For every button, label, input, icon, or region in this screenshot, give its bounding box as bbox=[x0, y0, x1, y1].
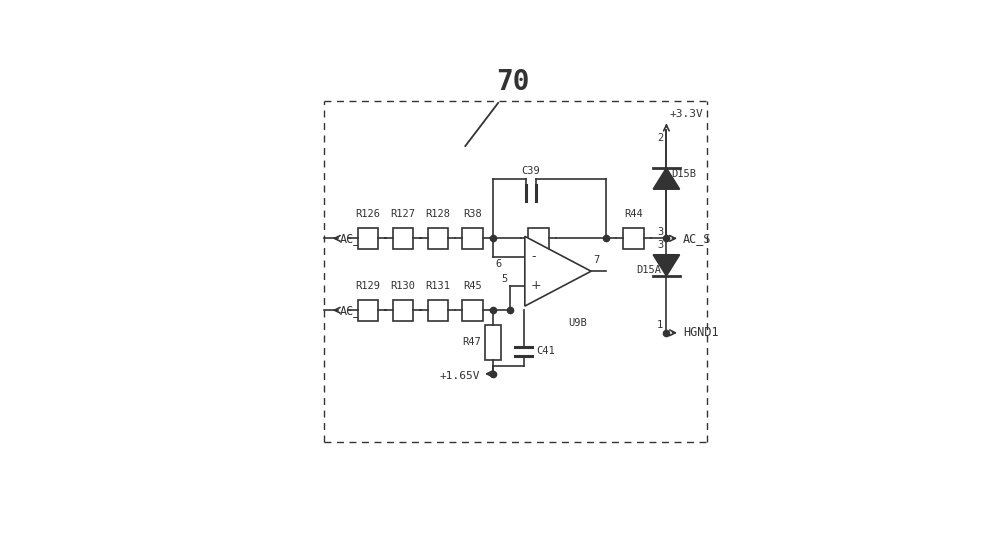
Text: R45: R45 bbox=[463, 280, 482, 290]
Text: AC_S: AC_S bbox=[683, 232, 711, 245]
Text: 3: 3 bbox=[657, 239, 663, 249]
Text: R127: R127 bbox=[390, 209, 415, 219]
Text: 5: 5 bbox=[501, 274, 508, 284]
FancyBboxPatch shape bbox=[428, 300, 448, 321]
Polygon shape bbox=[653, 168, 680, 189]
Text: 6: 6 bbox=[495, 259, 502, 269]
Text: HGND1: HGND1 bbox=[683, 326, 718, 340]
FancyBboxPatch shape bbox=[462, 228, 483, 249]
Text: R131: R131 bbox=[425, 280, 450, 290]
FancyBboxPatch shape bbox=[393, 228, 413, 249]
FancyBboxPatch shape bbox=[485, 325, 501, 359]
Text: 1: 1 bbox=[657, 320, 663, 329]
Text: +: + bbox=[531, 279, 542, 293]
FancyBboxPatch shape bbox=[462, 300, 483, 321]
Text: AC_L: AC_L bbox=[340, 232, 369, 245]
Text: R129: R129 bbox=[356, 280, 381, 290]
Polygon shape bbox=[525, 236, 591, 306]
Text: U9B: U9B bbox=[568, 318, 587, 328]
Polygon shape bbox=[653, 255, 680, 276]
Text: R128: R128 bbox=[425, 209, 450, 219]
Text: R47: R47 bbox=[463, 337, 481, 347]
FancyBboxPatch shape bbox=[428, 228, 448, 249]
FancyBboxPatch shape bbox=[358, 228, 378, 249]
Text: R44: R44 bbox=[624, 209, 643, 219]
Text: +3.3V: +3.3V bbox=[670, 109, 703, 119]
FancyBboxPatch shape bbox=[528, 228, 549, 249]
Text: R38: R38 bbox=[463, 209, 482, 219]
Text: 2: 2 bbox=[657, 133, 663, 143]
Text: D15B: D15B bbox=[671, 169, 696, 179]
Text: 7: 7 bbox=[593, 255, 599, 265]
Text: C39: C39 bbox=[522, 166, 540, 176]
Text: C41: C41 bbox=[536, 346, 555, 356]
Text: AC_N: AC_N bbox=[340, 304, 369, 317]
FancyBboxPatch shape bbox=[393, 300, 413, 321]
FancyBboxPatch shape bbox=[623, 228, 644, 249]
Text: 3: 3 bbox=[657, 227, 663, 237]
Text: R126: R126 bbox=[356, 209, 381, 219]
Text: D15A: D15A bbox=[636, 265, 661, 275]
Text: R130: R130 bbox=[390, 280, 415, 290]
Text: R39: R39 bbox=[529, 258, 548, 268]
Text: 70: 70 bbox=[496, 68, 529, 96]
Text: +1.65V: +1.65V bbox=[440, 371, 480, 381]
Text: -: - bbox=[531, 250, 535, 263]
FancyBboxPatch shape bbox=[358, 300, 378, 321]
